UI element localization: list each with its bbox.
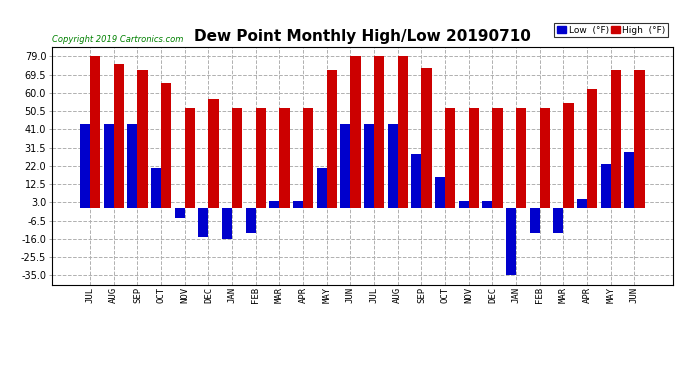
Bar — [208, 99, 219, 208]
Bar — [422, 68, 431, 208]
Bar — [563, 103, 573, 208]
Bar — [445, 108, 455, 208]
Bar — [104, 124, 114, 208]
Bar — [587, 89, 598, 208]
Bar — [90, 57, 100, 208]
Text: Copyright 2019 Cartronics.com: Copyright 2019 Cartronics.com — [52, 36, 183, 45]
Bar — [161, 83, 171, 208]
Bar — [327, 70, 337, 208]
Bar — [175, 208, 185, 218]
Bar — [198, 208, 208, 237]
Bar — [397, 57, 408, 208]
Bar — [516, 108, 526, 208]
Bar — [269, 201, 279, 208]
Bar — [634, 70, 644, 208]
Bar — [529, 208, 540, 233]
Bar — [114, 64, 124, 208]
Bar — [506, 208, 516, 275]
Bar — [351, 57, 361, 208]
Bar — [469, 108, 479, 208]
Title: Dew Point Monthly High/Low 20190710: Dew Point Monthly High/Low 20190710 — [194, 29, 531, 44]
Bar — [127, 124, 137, 208]
Bar — [540, 108, 550, 208]
Bar — [624, 153, 634, 208]
Legend: Low  (°F), High  (°F): Low (°F), High (°F) — [554, 23, 668, 37]
Bar — [80, 124, 90, 208]
Bar — [151, 168, 161, 208]
Bar — [222, 208, 232, 239]
Bar — [303, 108, 313, 208]
Bar — [411, 154, 422, 208]
Bar — [388, 124, 397, 208]
Bar — [482, 201, 493, 208]
Bar — [246, 208, 256, 233]
Bar — [364, 124, 374, 208]
Bar — [317, 168, 327, 208]
Bar — [435, 177, 445, 208]
Bar — [374, 57, 384, 208]
Bar — [279, 108, 290, 208]
Bar — [611, 70, 621, 208]
Bar — [553, 208, 563, 233]
Bar — [137, 70, 148, 208]
Bar — [600, 164, 611, 208]
Bar — [185, 108, 195, 208]
Bar — [232, 108, 242, 208]
Bar — [256, 108, 266, 208]
Bar — [340, 124, 351, 208]
Bar — [293, 201, 303, 208]
Bar — [577, 199, 587, 208]
Bar — [493, 108, 502, 208]
Bar — [459, 201, 469, 208]
